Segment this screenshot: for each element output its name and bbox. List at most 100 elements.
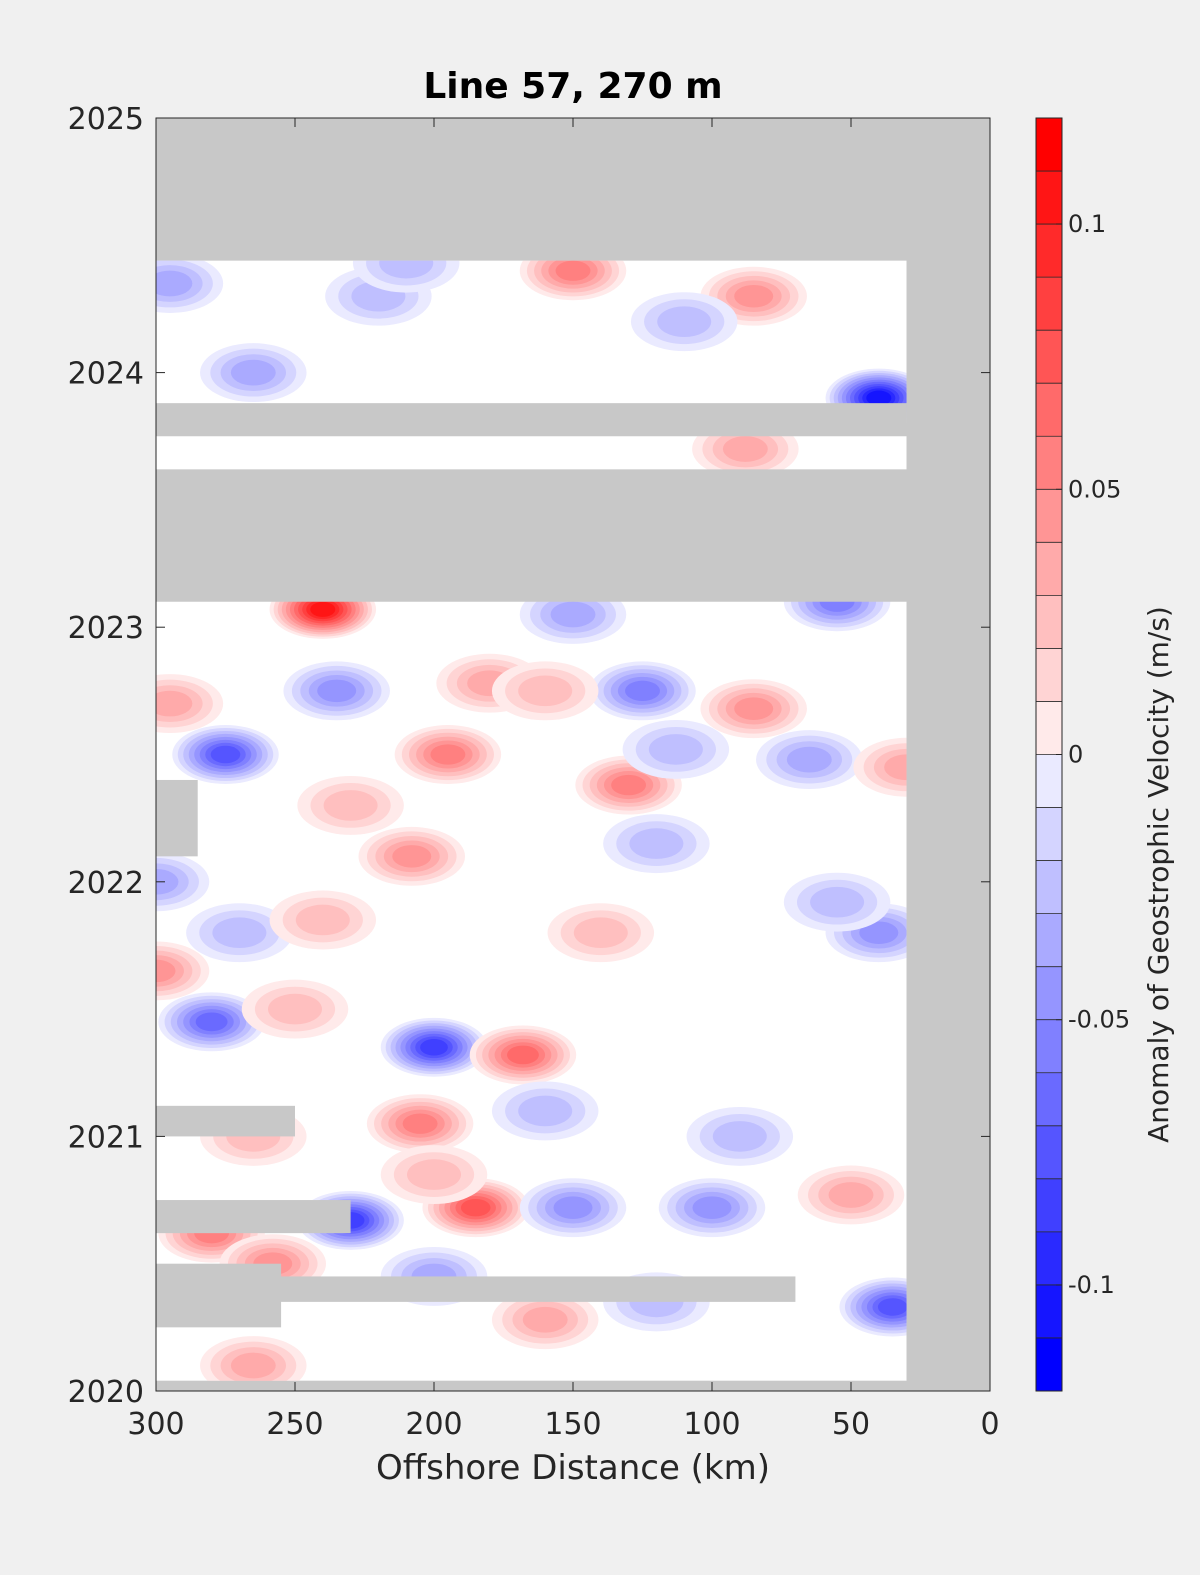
anomaly-feature bbox=[269, 890, 377, 950]
anomaly-contour bbox=[518, 1095, 573, 1127]
colorbar-segment bbox=[1036, 436, 1062, 490]
anomaly-feature bbox=[156, 941, 210, 1001]
colorbar-label: Anomaly of Geostrophic Velocity (m/s) bbox=[1142, 606, 1175, 1143]
anomaly-feature bbox=[519, 260, 627, 301]
anomaly-feature bbox=[156, 852, 210, 912]
colorbar-segment bbox=[1036, 330, 1062, 384]
anomaly-contour bbox=[629, 828, 684, 859]
anomaly-contour bbox=[828, 1182, 874, 1208]
colorbar-segment bbox=[1036, 171, 1062, 225]
anomaly-field bbox=[156, 260, 907, 1381]
anomaly-feature bbox=[297, 775, 404, 835]
anomaly-contour bbox=[420, 1039, 448, 1056]
anomaly-feature bbox=[366, 1094, 474, 1154]
anomaly-feature bbox=[839, 1277, 907, 1337]
anomaly-contour bbox=[555, 260, 591, 281]
anomaly-contour bbox=[786, 746, 832, 773]
colorbar-segment bbox=[1036, 595, 1062, 649]
colorbar-segment bbox=[1036, 701, 1062, 755]
anomaly-feature bbox=[783, 872, 891, 932]
colorbar-segment bbox=[1036, 913, 1062, 968]
anomaly-feature bbox=[200, 343, 307, 403]
anomaly-feature bbox=[686, 1106, 794, 1166]
anomaly-contour bbox=[392, 845, 432, 868]
anomaly-feature bbox=[156, 674, 224, 734]
colorbar-segment bbox=[1036, 1178, 1062, 1233]
anomaly-feature bbox=[172, 725, 279, 784]
anomaly-feature bbox=[394, 725, 502, 784]
anomaly-contour bbox=[310, 601, 336, 617]
anomaly-feature bbox=[200, 1336, 307, 1381]
x-tick-label: 200 bbox=[405, 1407, 462, 1442]
anomaly-contour bbox=[550, 601, 596, 628]
anomaly-feature bbox=[491, 661, 599, 721]
colorbar-tick-label: 0 bbox=[1068, 741, 1083, 769]
anomaly-feature bbox=[797, 1165, 905, 1225]
colorbar-tick-label: -0.05 bbox=[1068, 1006, 1130, 1034]
anomaly-contour bbox=[267, 993, 323, 1025]
y-tick-label: 2020 bbox=[68, 1375, 144, 1410]
colorbar-segment bbox=[1036, 1337, 1062, 1392]
y-tick-label: 2021 bbox=[68, 1120, 144, 1155]
anomaly-feature bbox=[756, 730, 863, 790]
anomaly-contour bbox=[379, 260, 434, 279]
anomaly-feature bbox=[158, 992, 265, 1052]
missing-data-band bbox=[906, 118, 990, 1391]
missing-data-band bbox=[156, 469, 907, 602]
anomaly-contour bbox=[553, 1196, 593, 1219]
anomaly-contour bbox=[230, 1352, 276, 1379]
colorbar-segment bbox=[1036, 1072, 1062, 1127]
anomaly-contour bbox=[460, 1198, 491, 1217]
missing-data-band bbox=[156, 1276, 796, 1302]
anomaly-feature bbox=[622, 719, 730, 779]
anomaly-contour bbox=[323, 790, 378, 821]
anomaly-contour bbox=[518, 675, 573, 707]
anomaly-contour bbox=[430, 744, 466, 765]
colorbar-segment bbox=[1036, 277, 1062, 331]
chart-title: Line 57, 270 m bbox=[423, 66, 722, 107]
anomaly-contour bbox=[402, 1113, 438, 1134]
anomaly-feature bbox=[241, 979, 349, 1039]
anomaly-feature bbox=[700, 679, 807, 739]
anomaly-feature bbox=[853, 737, 907, 797]
anomaly-contour bbox=[657, 306, 712, 337]
colorbar: -0.1 -0.05 0 0.05 0.1 bbox=[1035, 117, 1130, 1392]
missing-data-regions bbox=[156, 118, 990, 1391]
anomaly-contour bbox=[317, 679, 357, 703]
colorbar-segment bbox=[1036, 1284, 1062, 1339]
anomaly-contour bbox=[859, 921, 899, 944]
anomaly-contour bbox=[507, 1045, 539, 1065]
colorbar-segment bbox=[1036, 860, 1062, 915]
x-tick-label: 300 bbox=[127, 1407, 184, 1442]
x-tick-label: 0 bbox=[980, 1407, 999, 1442]
anomaly-contour bbox=[295, 904, 350, 936]
anomaly-contour bbox=[156, 270, 193, 297]
anomaly-contour bbox=[866, 390, 892, 406]
anomaly-contour bbox=[722, 436, 768, 462]
anomaly-contour bbox=[210, 745, 241, 764]
anomaly-contour bbox=[810, 886, 865, 918]
anomaly-contour bbox=[692, 1196, 732, 1219]
missing-data-band bbox=[156, 1105, 295, 1137]
anomaly-contour bbox=[877, 1298, 907, 1316]
anomaly-feature bbox=[547, 903, 655, 963]
missing-data-band bbox=[156, 779, 198, 857]
colorbar-segment bbox=[1036, 966, 1062, 1021]
anomaly-contour bbox=[712, 1121, 767, 1152]
anomaly-contour bbox=[648, 734, 703, 765]
anomaly-feature bbox=[283, 661, 390, 721]
colorbar-segment bbox=[1036, 118, 1062, 172]
colorbar-segment bbox=[1036, 224, 1062, 278]
colorbar-segment bbox=[1036, 1019, 1062, 1074]
anomaly-contour bbox=[522, 1306, 568, 1333]
colorbar-tick-label: 0.05 bbox=[1068, 475, 1121, 503]
y-tick-label: 2022 bbox=[68, 866, 144, 901]
colorbar-segment bbox=[1036, 489, 1062, 543]
colorbar-segment bbox=[1036, 648, 1062, 702]
anomaly-feature bbox=[658, 1178, 766, 1238]
colorbar-segment bbox=[1036, 1231, 1062, 1286]
x-tick-label: 50 bbox=[832, 1407, 870, 1442]
anomaly-contour bbox=[573, 917, 628, 949]
